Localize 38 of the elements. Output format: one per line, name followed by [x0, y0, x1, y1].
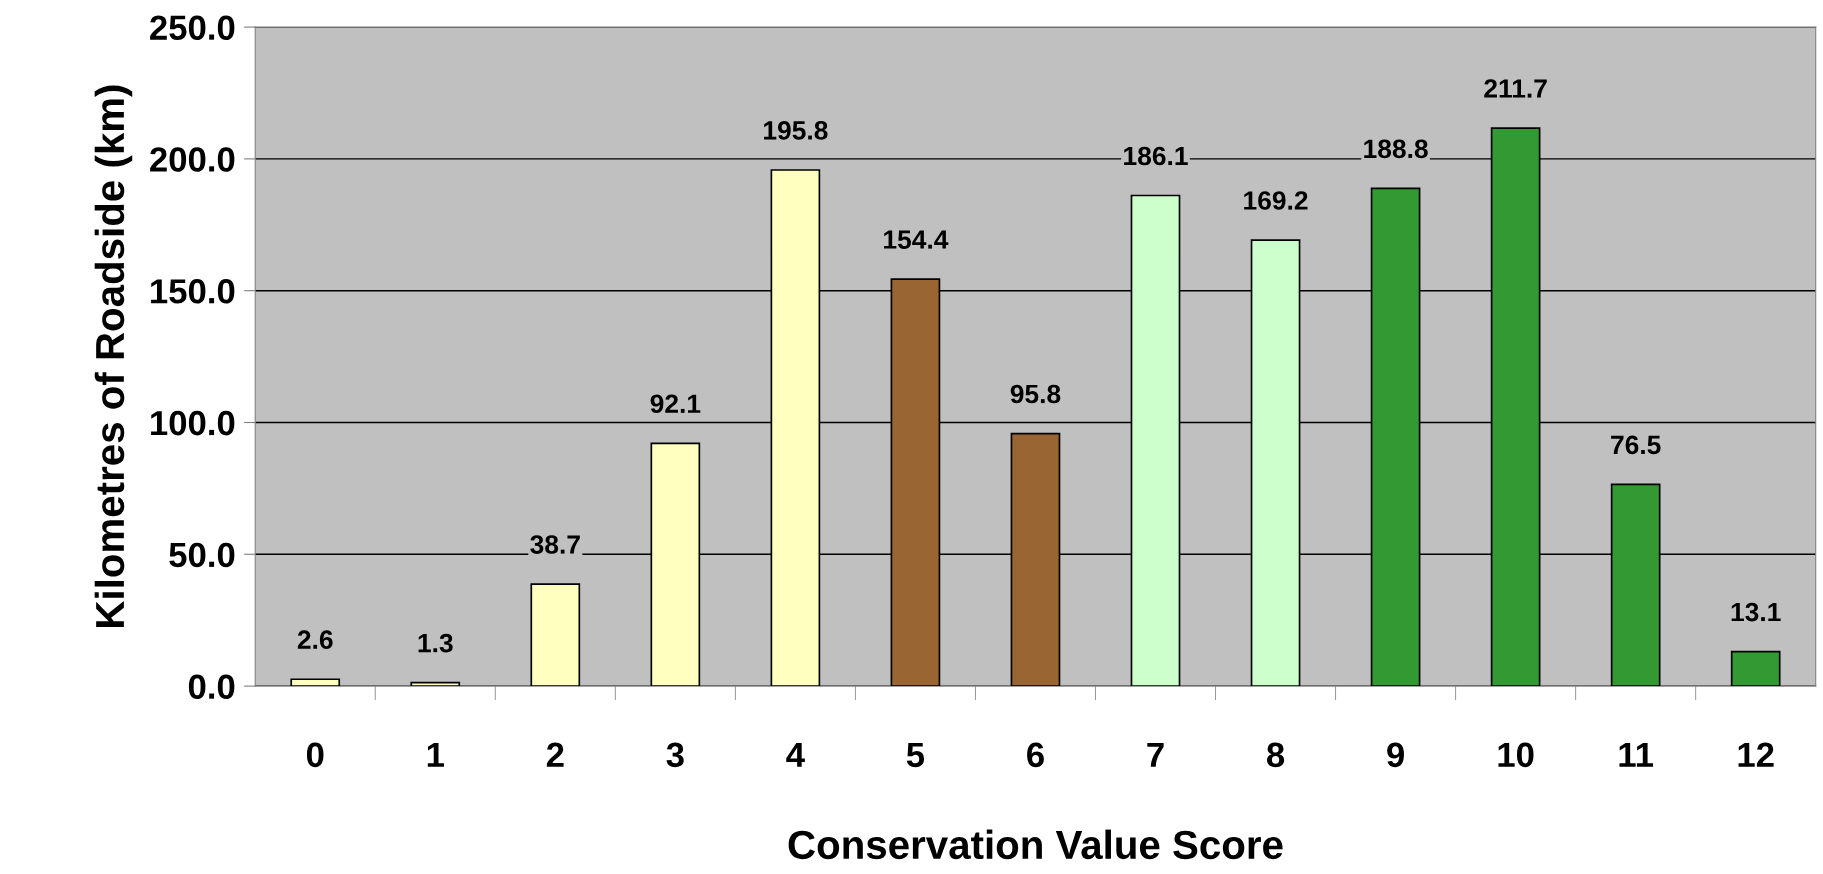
data-label: 154.4: [884, 230, 949, 249]
bar: [1730, 650, 1781, 687]
x-tick-label: 7: [1147, 742, 1164, 767]
x-tick-label: 1: [427, 742, 444, 767]
data-label: 95.8: [1010, 384, 1061, 404]
data-label: 2.6: [297, 630, 333, 650]
y-tick-label: 0.0: [188, 674, 235, 700]
data-label: 76.5: [1611, 435, 1661, 455]
y-tick-label: 200.0: [150, 147, 235, 172]
x-tick-label: 5: [906, 742, 925, 768]
bar: [530, 583, 581, 687]
x-tick-label: 4: [786, 742, 805, 767]
bar: [410, 681, 461, 687]
x-tick-label: 8: [1266, 742, 1285, 768]
x-tick-label: 2: [546, 742, 564, 767]
y-tick-label: 150.0: [151, 279, 235, 304]
data-label: 186.1: [1124, 146, 1188, 166]
data-label: 1.3: [418, 633, 453, 653]
x-tick-label: 12: [1738, 742, 1774, 767]
data-label: 92.1: [650, 394, 701, 414]
y-tick-label: 100.0: [151, 410, 235, 436]
data-label: 13.1: [1731, 602, 1781, 622]
data-label: 169.2: [1244, 191, 1308, 210]
y-tick-label: 250.0: [150, 15, 235, 41]
x-tick-label: 10: [1498, 742, 1534, 768]
x-tick-label: 0: [306, 742, 324, 768]
x-axis-title: Conservation Value Score: [788, 829, 1283, 860]
x-tick-label: 9: [1387, 742, 1404, 768]
y-tick-label: 50.0: [169, 542, 235, 568]
data-label: 188.8: [1364, 139, 1428, 159]
x-tick-label: 11: [1619, 742, 1654, 767]
data-label: 211.7: [1484, 79, 1547, 98]
bar: [290, 678, 341, 687]
x-tick-label: 3: [666, 742, 684, 768]
x-tick-label: 6: [1027, 742, 1044, 768]
y-axis-title: Kilometres of Roadside (km): [94, 85, 133, 627]
data-label: 38.7: [530, 535, 580, 554]
data-label: 195.8: [764, 121, 828, 140]
